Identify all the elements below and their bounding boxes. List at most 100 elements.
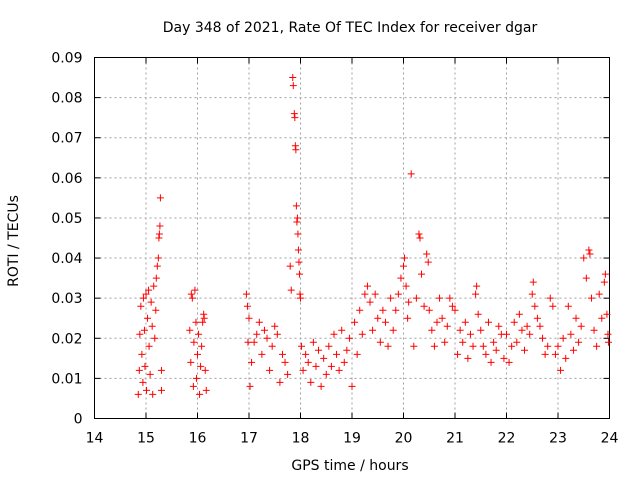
data-point (296, 290, 304, 298)
data-point (387, 294, 395, 302)
data-point (266, 366, 274, 374)
data-point (263, 334, 271, 342)
data-point (595, 290, 603, 298)
data-point (469, 342, 477, 350)
data-point (433, 318, 441, 326)
data-point (248, 358, 256, 366)
y-tick-label: 0.02 (51, 331, 82, 347)
data-point (150, 282, 158, 290)
x-tick-label: 18 (292, 431, 310, 447)
data-point (539, 334, 547, 342)
data-point (281, 358, 289, 366)
data-point (287, 286, 295, 294)
data-point (253, 330, 261, 338)
data-point (572, 314, 580, 322)
data-point (302, 350, 310, 358)
data-point (366, 298, 374, 306)
data-point (420, 302, 428, 310)
data-point (197, 362, 205, 370)
data-point (428, 326, 436, 334)
data-point (554, 342, 562, 350)
data-point (601, 270, 609, 278)
data-point (135, 366, 143, 374)
data-point (544, 342, 552, 350)
x-tick-label: 21 (446, 431, 464, 447)
x-tick-label: 19 (343, 431, 361, 447)
x-tick-label: 16 (189, 431, 207, 447)
y-tick-label: 0.01 (51, 371, 82, 387)
data-point (484, 318, 492, 326)
data-point (363, 282, 371, 290)
data-point (286, 262, 294, 270)
data-point (295, 270, 303, 278)
data-point (260, 326, 268, 334)
data-point (322, 370, 330, 378)
data-point (343, 346, 351, 354)
data-point (405, 298, 413, 306)
data-point (424, 258, 432, 266)
data-point (371, 290, 379, 298)
data-point (309, 338, 317, 346)
data-point (400, 262, 407, 270)
data-point (187, 290, 195, 298)
data-point (290, 110, 298, 118)
data-point (148, 322, 156, 330)
data-point (559, 334, 567, 342)
data-point (242, 290, 250, 298)
data-point (289, 74, 297, 82)
data-point (505, 358, 513, 366)
data-point (278, 350, 286, 358)
data-point (246, 382, 254, 390)
data-point (600, 278, 608, 286)
data-point (495, 322, 503, 330)
data-point (151, 334, 159, 342)
data-point (320, 354, 328, 362)
data-point (361, 290, 369, 298)
data-point (528, 290, 536, 298)
data-point (466, 330, 474, 338)
data-point (582, 274, 590, 282)
data-point (404, 314, 412, 322)
data-point (523, 322, 531, 330)
data-point (299, 366, 307, 374)
data-point (551, 350, 559, 358)
data-point (144, 314, 152, 322)
data-point (529, 278, 537, 286)
data-point (416, 234, 424, 242)
data-point (423, 250, 431, 258)
data-point (273, 330, 281, 338)
data-point (147, 298, 155, 306)
data-point (397, 274, 405, 282)
data-point (340, 358, 348, 366)
data-point (152, 274, 160, 282)
data-point (291, 114, 299, 122)
data-point (307, 378, 315, 386)
data-point (549, 302, 557, 310)
y-axis-label: ROTI / TECUs (6, 195, 22, 287)
data-point (369, 326, 377, 334)
data-point (146, 370, 154, 378)
data-point (575, 338, 583, 346)
data-point (593, 342, 601, 350)
data-point (345, 334, 353, 342)
y-tick-label: 0.05 (51, 211, 82, 227)
data-point (482, 350, 490, 358)
data-point (521, 346, 529, 354)
data-point (513, 338, 521, 346)
data-point (295, 258, 303, 266)
axis-ticks (94, 57, 610, 419)
data-point (195, 330, 203, 338)
data-point (557, 366, 565, 374)
data-point (562, 354, 570, 362)
chart-title: Day 348 of 2021, Rate Of TEC Index for r… (163, 20, 538, 36)
data-point (492, 346, 500, 354)
data-point (289, 82, 297, 90)
data-point (250, 338, 258, 346)
data-point (298, 342, 306, 350)
data-point (407, 170, 415, 178)
x-tick-label: 14 (86, 431, 104, 447)
data-point (187, 358, 195, 366)
data-point (418, 270, 426, 278)
data-point (191, 286, 199, 294)
data-point (587, 294, 595, 302)
